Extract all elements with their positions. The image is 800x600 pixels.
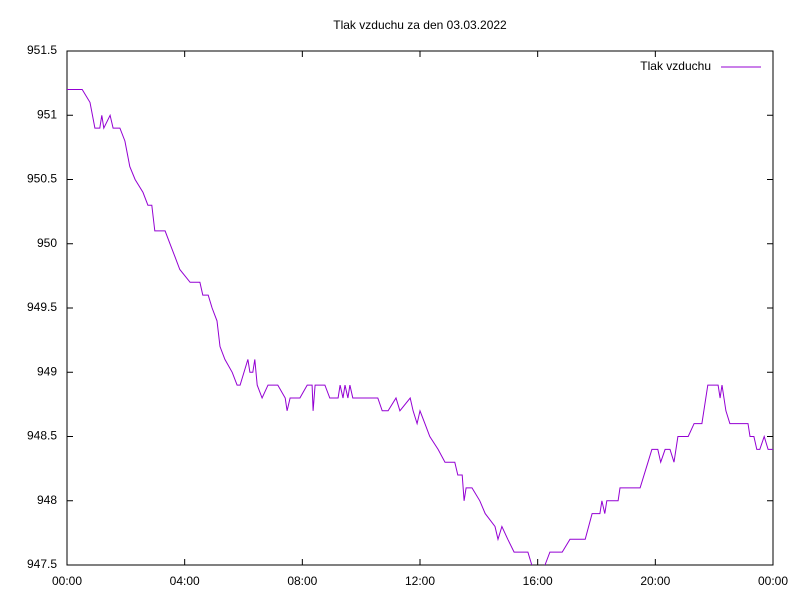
y-tick-label: 948 — [37, 493, 57, 507]
x-tick-label: 16:00 — [523, 574, 553, 588]
y-tick-label: 949 — [37, 364, 57, 378]
y-tick-label: 948.5 — [27, 429, 57, 443]
x-tick-label: 00:00 — [758, 574, 788, 588]
x-tick-label: 04:00 — [170, 574, 200, 588]
data-line — [67, 89, 773, 565]
x-tick-label: 08:00 — [287, 574, 317, 588]
y-tick-label: 950 — [37, 236, 57, 250]
chart-title: Tlak vzduchu za den 03.03.2022 — [333, 18, 507, 32]
x-tick-label: 12:00 — [405, 574, 435, 588]
legend-label: Tlak vzduchu — [640, 59, 711, 73]
y-tick-label: 949.5 — [27, 300, 57, 314]
plot-border — [66, 50, 774, 566]
x-tick-label: 20:00 — [640, 574, 670, 588]
x-tick-label: 00:00 — [52, 574, 82, 588]
y-tick-label: 951.5 — [27, 43, 57, 57]
y-tick-label: 947.5 — [27, 557, 57, 571]
y-tick-label: 951 — [37, 107, 57, 121]
y-tick-label: 950.5 — [27, 172, 57, 186]
